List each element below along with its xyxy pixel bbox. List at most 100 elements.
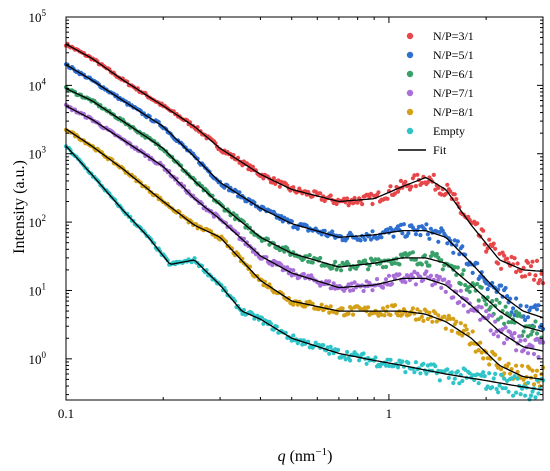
data-point xyxy=(531,382,537,387)
data-point xyxy=(383,277,389,282)
x-axis-title: q (nm−1) xyxy=(278,446,333,465)
data-point xyxy=(493,246,498,251)
data-point xyxy=(534,368,540,373)
fit-line-5 xyxy=(65,145,544,391)
data-point xyxy=(518,314,523,319)
plot-area-frame xyxy=(65,16,544,401)
data-points xyxy=(63,41,546,402)
data-point xyxy=(360,202,365,207)
data-point xyxy=(391,234,396,239)
fit-line-4 xyxy=(65,128,544,381)
data-point xyxy=(494,386,499,392)
data-point xyxy=(457,381,462,386)
data-point xyxy=(523,393,528,398)
data-point xyxy=(505,294,510,299)
data-point xyxy=(464,327,469,332)
data-point xyxy=(318,255,323,261)
legend-marker-1 xyxy=(406,51,414,59)
data-point xyxy=(528,264,534,269)
data-point xyxy=(380,306,386,311)
data-point xyxy=(425,316,430,322)
data-point xyxy=(515,376,520,381)
data-point xyxy=(403,280,408,285)
data-point xyxy=(368,237,374,242)
data-point xyxy=(428,362,433,367)
data-point xyxy=(523,317,528,323)
data-point xyxy=(484,249,489,254)
legend-marker-4 xyxy=(406,108,414,116)
data-point xyxy=(443,289,448,294)
data-point xyxy=(401,222,406,227)
data-point xyxy=(364,361,369,366)
data-point xyxy=(523,338,528,343)
data-point xyxy=(500,386,505,391)
data-point xyxy=(521,348,526,353)
data-point xyxy=(415,307,420,312)
data-point xyxy=(437,274,442,280)
data-point xyxy=(331,281,336,286)
data-point xyxy=(536,355,541,360)
data-point xyxy=(301,271,306,277)
data-point xyxy=(424,260,429,265)
data-point xyxy=(502,253,507,258)
data-point xyxy=(431,172,436,177)
data-point xyxy=(397,262,402,267)
data-point xyxy=(461,268,466,273)
data-point xyxy=(413,184,418,189)
data-point xyxy=(446,375,451,380)
y-tick-label: 100 xyxy=(29,350,47,367)
data-point xyxy=(436,185,441,190)
data-point xyxy=(487,362,492,367)
data-point xyxy=(451,380,456,386)
data-point xyxy=(415,172,420,177)
data-point xyxy=(505,311,510,316)
data-point xyxy=(437,378,442,383)
series-3-points xyxy=(63,102,546,360)
data-point xyxy=(277,184,282,189)
data-point xyxy=(422,253,427,258)
data-point xyxy=(514,309,519,314)
data-point xyxy=(448,189,453,194)
fit-line-3 xyxy=(65,105,544,352)
data-point xyxy=(488,328,493,333)
data-point xyxy=(467,371,472,376)
data-point xyxy=(500,327,505,332)
data-point xyxy=(388,357,393,362)
data-point xyxy=(530,329,535,334)
data-point xyxy=(409,184,414,189)
data-point xyxy=(295,226,300,231)
data-point xyxy=(412,370,417,375)
legend-marker-0 xyxy=(406,32,414,40)
data-point xyxy=(460,333,465,338)
data-point xyxy=(478,317,483,322)
legend: N/P=3/1 N/P=5/1 N/P=6/1 N/P=7/1 N/P=8/1 Empty… xyxy=(398,29,474,157)
x-tick-label: 1 xyxy=(386,406,393,421)
data-point xyxy=(512,256,517,261)
data-point xyxy=(416,317,421,322)
data-point xyxy=(530,368,535,373)
data-point xyxy=(509,310,514,315)
data-point xyxy=(481,228,486,233)
data-point xyxy=(478,340,483,345)
data-point xyxy=(463,283,468,288)
data-point xyxy=(386,273,392,278)
data-point xyxy=(307,253,312,258)
data-point xyxy=(496,390,501,395)
data-point xyxy=(446,279,451,285)
data-point xyxy=(440,267,445,272)
data-point xyxy=(484,309,489,314)
data-point xyxy=(179,163,184,168)
data-point xyxy=(368,191,374,196)
data-point xyxy=(452,376,457,381)
data-point xyxy=(406,231,411,236)
data-point xyxy=(506,389,511,394)
data-point xyxy=(533,303,538,308)
data-point xyxy=(467,289,472,294)
data-point xyxy=(530,259,535,264)
data-point xyxy=(370,229,375,234)
data-point xyxy=(128,214,133,219)
y-tick-label: 103 xyxy=(29,145,47,162)
data-point xyxy=(406,360,411,366)
data-point xyxy=(494,297,499,302)
data-point xyxy=(385,196,390,201)
